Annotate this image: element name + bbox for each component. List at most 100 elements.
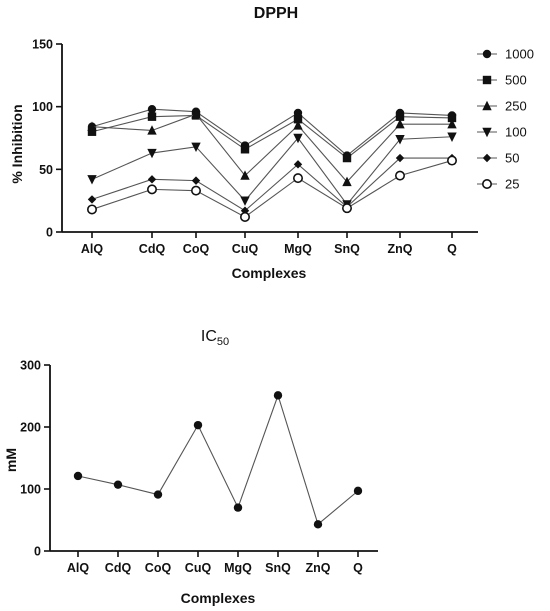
data-point xyxy=(446,155,457,166)
x-tick-label: AlQ xyxy=(81,242,104,256)
series-0 xyxy=(73,391,363,529)
title-main: IC xyxy=(201,328,217,345)
data-point xyxy=(240,211,251,222)
axes: 0 100 200 300 AlQ CdQ CoQ CuQ MgQ SnQ ZnQ Q xyxy=(20,359,378,575)
data-point xyxy=(395,112,405,121)
data-point xyxy=(191,108,201,119)
x-tick-label: Q xyxy=(447,242,457,256)
y-tick-label: 300 xyxy=(20,359,41,373)
data-point xyxy=(240,170,250,180)
data-point xyxy=(293,133,303,144)
data-point xyxy=(341,203,352,214)
data-point xyxy=(87,127,97,136)
series-line xyxy=(91,113,452,183)
x-tick-label: CdQ xyxy=(105,561,132,575)
data-point xyxy=(240,196,250,206)
data-point xyxy=(292,173,303,184)
data-point xyxy=(447,119,457,129)
data-point xyxy=(395,135,405,145)
y-tick-label: 0 xyxy=(34,545,41,559)
y-axis-title: mM xyxy=(3,448,19,472)
series-line xyxy=(91,108,453,157)
data-point xyxy=(147,175,157,184)
y-tick-label: 50 xyxy=(39,163,53,177)
series-line xyxy=(91,157,452,212)
x-tick-label: CoQ xyxy=(183,242,210,256)
legend-item-100: 100 xyxy=(477,125,527,140)
series-line xyxy=(91,136,453,206)
legend-item-25: 25 xyxy=(477,177,519,192)
data-point xyxy=(153,490,163,499)
series-line xyxy=(91,114,453,159)
legend-label: 50 xyxy=(505,151,519,166)
data-point xyxy=(191,176,201,185)
plot-area xyxy=(87,104,457,222)
legend-marker xyxy=(481,179,492,190)
legend-label: 500 xyxy=(505,73,527,88)
series-line xyxy=(91,160,453,218)
data-point xyxy=(313,520,323,529)
x-tick-label: SnQ xyxy=(265,561,291,575)
y-tick-label: 100 xyxy=(20,483,41,497)
ic50-chart: IC50 mM Complexes 0 100 200 300 AlQ CdQ CoQ CuQ… xyxy=(3,328,378,606)
data-point xyxy=(293,160,303,169)
data-point xyxy=(233,503,243,512)
data-point xyxy=(447,113,457,123)
data-point xyxy=(87,204,98,215)
title-subscript: 50 xyxy=(217,336,229,348)
data-point xyxy=(147,125,157,135)
legend: 1000 500 250 100 50 25 xyxy=(477,47,534,192)
legend-label: 100 xyxy=(505,125,527,140)
data-point xyxy=(273,391,283,400)
y-tick-label: 0 xyxy=(46,226,53,240)
data-point xyxy=(113,480,123,489)
series-25 xyxy=(87,155,457,222)
chart-title: IC50 xyxy=(201,328,229,348)
x-tick-label: MgQ xyxy=(224,561,252,575)
x-tick-label: ZnQ xyxy=(388,242,413,256)
legend-item-50: 50 xyxy=(477,151,519,166)
x-axis-title: Complexes xyxy=(181,590,256,606)
series-100 xyxy=(87,132,457,210)
x-tick-label: ZnQ xyxy=(306,561,331,575)
legend-item-250: 250 xyxy=(477,99,527,114)
data-point xyxy=(240,145,250,154)
x-tick-label: CdQ xyxy=(139,242,166,256)
dpph-chart: DPPH % Inhibition Complexes 0 50 100 150 AlQ… xyxy=(9,5,534,281)
legend-item-1000: 1000 xyxy=(477,47,534,62)
x-tick-label: SnQ xyxy=(334,242,360,256)
data-point xyxy=(87,121,97,131)
x-axis-title: Complexes xyxy=(232,265,307,281)
y-tick-label: 150 xyxy=(32,38,53,52)
legend-marker xyxy=(482,75,492,85)
data-point xyxy=(394,170,405,181)
x-tick-label: CoQ xyxy=(145,561,172,575)
data-point xyxy=(395,153,405,163)
data-point xyxy=(147,148,157,159)
legend-marker xyxy=(482,100,492,111)
y-tick-label: 100 xyxy=(32,100,53,114)
series-250 xyxy=(87,108,457,187)
data-point xyxy=(193,420,203,430)
y-tick-label: 200 xyxy=(20,421,41,435)
data-point xyxy=(293,115,303,124)
data-point xyxy=(147,112,157,121)
x-tick-label: CuQ xyxy=(185,561,212,575)
data-point xyxy=(191,185,202,196)
data-point xyxy=(147,184,158,195)
data-point xyxy=(240,206,250,215)
data-point xyxy=(447,132,457,142)
data-point xyxy=(87,195,97,204)
legend-label: 25 xyxy=(505,177,519,192)
legend-marker xyxy=(482,49,492,59)
legend-label: 1000 xyxy=(505,47,534,62)
legend-marker xyxy=(482,127,492,138)
y-axis-title: % Inhibition xyxy=(9,104,25,183)
x-tick-label: AlQ xyxy=(67,561,90,575)
legend-label: 250 xyxy=(505,99,527,114)
series-line xyxy=(77,393,359,526)
x-tick-label: MgQ xyxy=(284,242,312,256)
x-tick-label: Q xyxy=(353,561,363,575)
data-point xyxy=(73,471,83,481)
